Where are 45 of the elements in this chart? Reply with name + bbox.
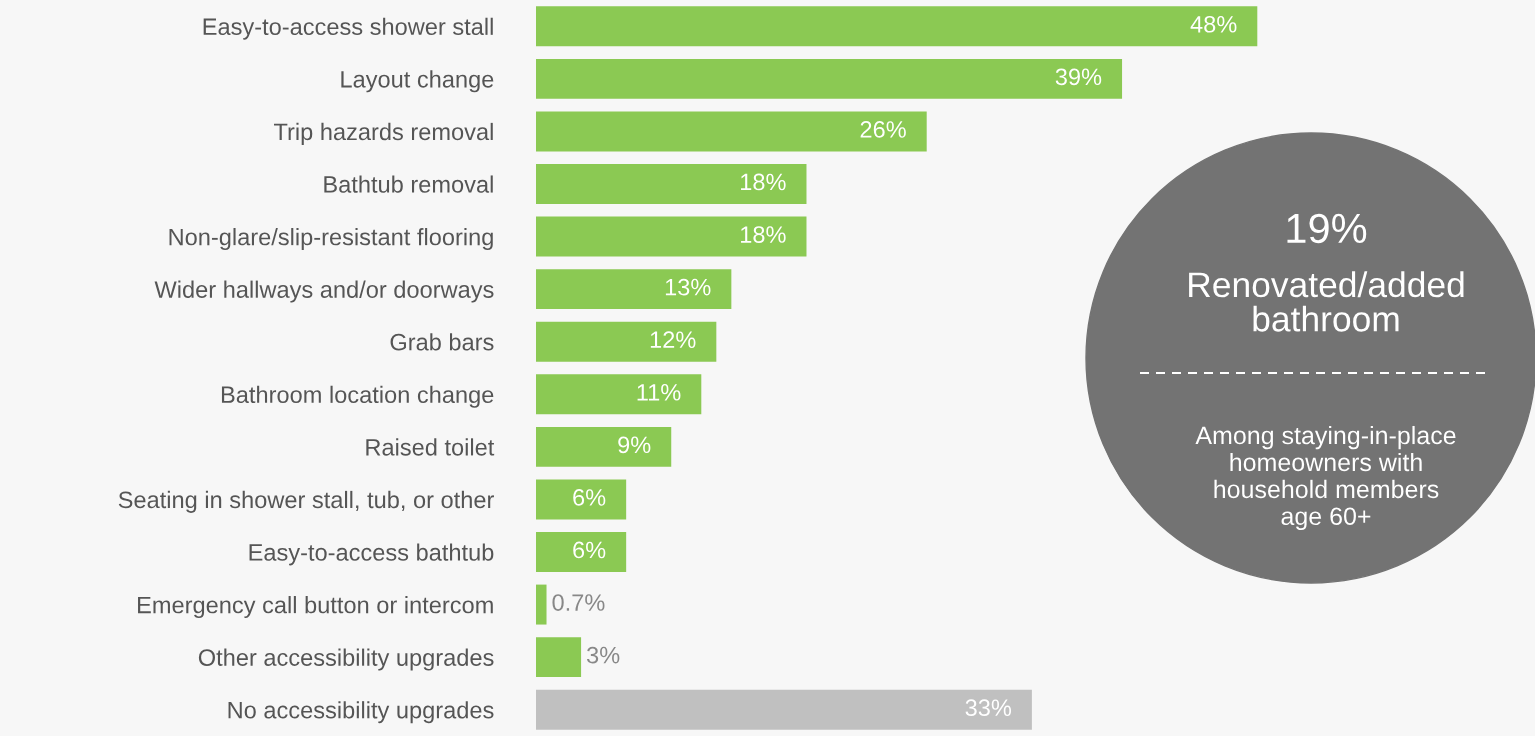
data-label: 26% [860,121,906,138]
y-tick-label: Non-glare/slip-resistant flooring [169,228,493,251]
data-label: 9% [618,436,651,454]
data-label: 39% [1055,68,1102,86]
data-label: 3% [586,646,620,664]
annotation: Among staying-in-place homeowners with household members age 60+ [1195,425,1456,531]
bar [536,479,627,520]
bar [536,374,702,415]
y-tick-label: Other accessibility upgrades [198,648,494,671]
bar [536,111,927,152]
y-tick-label: No accessibility upgrades [228,701,494,724]
data-label: 6% [573,541,606,559]
bar [536,269,732,310]
bar [536,584,547,625]
bar [536,426,672,467]
y-tick-label: Layout change [341,70,494,93]
y-tick-label: Seating in shower stall, tub, or other [118,490,494,513]
bar [536,321,717,362]
bar [536,532,627,572]
y-tick-label: Trip hazards removal [274,122,493,145]
data-label: 48% [1190,15,1237,33]
bar [536,689,1032,730]
y-tick-label: Bathtub removal [324,175,493,193]
bar [536,164,807,204]
y-tick-label: Easy-to-access shower stall [203,17,493,40]
y-tick-label: Emergency call button or intercom [138,596,493,619]
y-tick-label: Wider hallways and/or doorways [154,280,494,303]
data-label: 18% [741,173,786,191]
y-tick-label: Raised toilet [366,438,495,456]
text: 19% [1287,213,1367,244]
y-tick-label: Easy-to-access bathtub [249,543,494,566]
bar [536,216,807,257]
data-label: 12% [650,331,696,348]
bar [536,58,1123,99]
y-tick-label: Bathroom location change [221,385,494,408]
data-label: 13% [665,278,711,296]
bar [536,637,582,678]
bar [536,6,1258,47]
annotation: Renovated/added bathroom [1189,271,1464,332]
data-label: 6% [573,489,606,506]
data-label: 33% [965,699,1012,717]
y-tick-label: Grab bars [390,333,494,351]
data-label: 18% [741,226,786,243]
data-label: 0.7% [552,594,605,611]
data-label: 11% [637,384,681,401]
